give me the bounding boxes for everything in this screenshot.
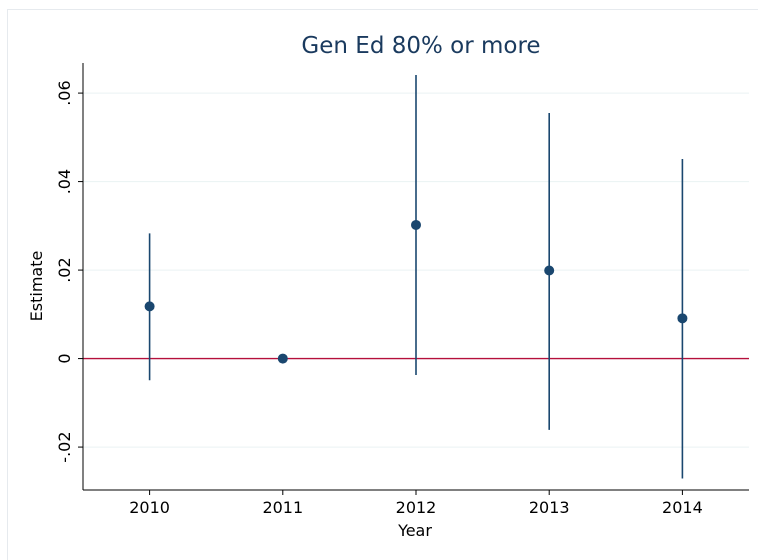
- y-tick-label: .02: [55, 257, 74, 282]
- x-tick-label: 2011: [262, 498, 303, 517]
- estimate-point: [277, 353, 288, 364]
- chart-frame: Gen Ed 80% or more 2010 2011 2012 2013 2014 …: [7, 9, 758, 560]
- chart-title: Gen Ed 80% or more: [301, 33, 540, 59]
- x-ticks: 2010 2011 2012 2013 2014: [129, 490, 703, 517]
- y-tick-label: -.02: [55, 431, 74, 462]
- chart-svg: Gen Ed 80% or more 2010 2011 2012 2013 2014 …: [27, 33, 749, 540]
- estimate-point: [144, 301, 155, 312]
- x-tick-label: 2013: [529, 498, 570, 517]
- data-marks: [144, 74, 688, 479]
- x-axis-label: Year: [397, 521, 432, 540]
- y-tick-label: .06: [55, 80, 74, 105]
- x-tick-label: 2012: [396, 498, 437, 517]
- y-axis-label: Estimate: [27, 251, 46, 322]
- estimate-point: [677, 313, 688, 324]
- y-tick-label: 0: [55, 353, 74, 363]
- y-tick-label: .04: [55, 169, 74, 194]
- estimate-point: [411, 219, 421, 230]
- estimate-point: [544, 265, 555, 276]
- y-ticks: -.02 0 .02 .04 .06: [55, 80, 83, 463]
- x-tick-label: 2010: [129, 498, 170, 517]
- x-tick-label: 2014: [662, 498, 703, 517]
